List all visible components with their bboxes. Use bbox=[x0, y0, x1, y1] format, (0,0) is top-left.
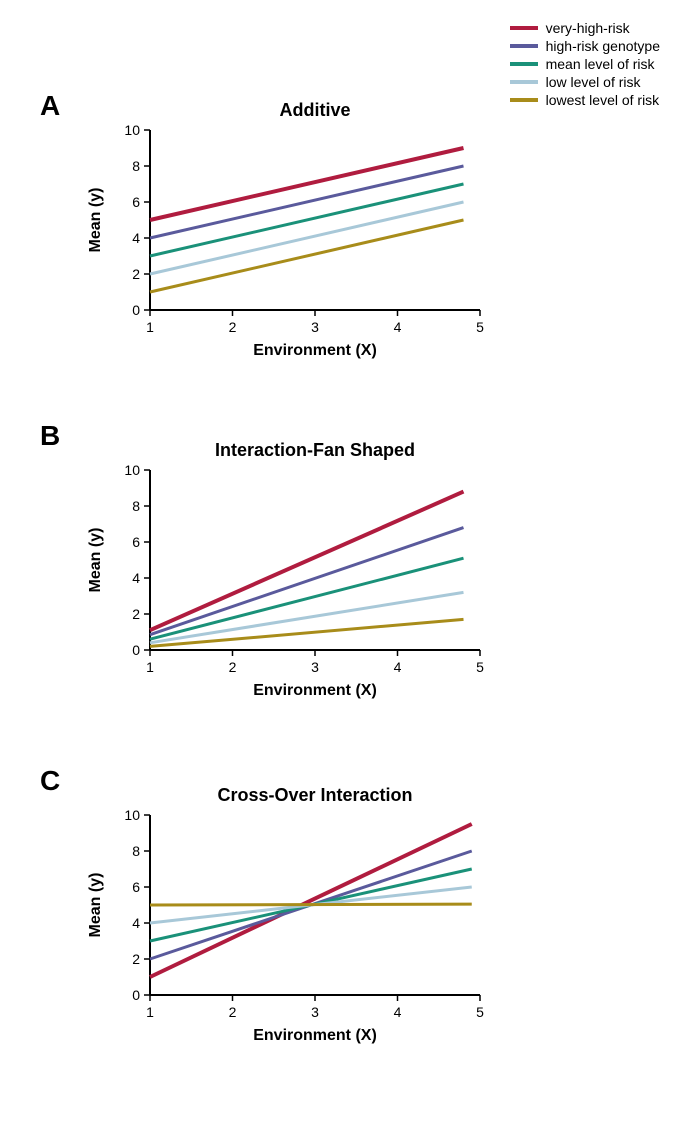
series-line bbox=[150, 492, 464, 631]
x-tick-label: 5 bbox=[476, 319, 484, 335]
legend-label: high-risk genotype bbox=[546, 38, 660, 54]
chart-svg: 024681012345Mean (y)Environment (X) bbox=[150, 130, 480, 310]
legend-item: very-high-risk bbox=[510, 20, 660, 36]
y-tick-label: 8 bbox=[132, 158, 140, 174]
series-line bbox=[150, 166, 464, 238]
y-tick-label: 2 bbox=[132, 951, 140, 967]
y-tick-label: 4 bbox=[132, 915, 140, 931]
chart-title: Interaction-Fan Shaped bbox=[165, 440, 465, 461]
y-tick-label: 0 bbox=[132, 642, 140, 658]
legend-label: low level of risk bbox=[546, 74, 641, 90]
x-tick-label: 1 bbox=[146, 1004, 154, 1020]
figure-root: very-high-risk high-risk genotype mean lev… bbox=[0, 0, 700, 1145]
y-axis-label: Mean (y) bbox=[87, 873, 104, 938]
x-tick-label: 1 bbox=[146, 659, 154, 675]
legend-swatch bbox=[510, 44, 538, 48]
y-tick-label: 10 bbox=[124, 122, 140, 138]
legend: very-high-risk high-risk genotype mean lev… bbox=[510, 20, 660, 110]
x-tick-label: 3 bbox=[311, 319, 319, 335]
legend-swatch bbox=[510, 98, 538, 102]
y-axis-label: Mean (y) bbox=[87, 528, 104, 593]
panel-label: A bbox=[40, 90, 60, 122]
y-tick-label: 10 bbox=[124, 462, 140, 478]
series-line bbox=[150, 184, 464, 256]
x-tick-label: 4 bbox=[394, 659, 402, 675]
series-line bbox=[150, 824, 472, 977]
x-tick-label: 2 bbox=[229, 319, 237, 335]
panel-label: B bbox=[40, 420, 60, 452]
y-tick-label: 8 bbox=[132, 843, 140, 859]
x-tick-label: 4 bbox=[394, 1004, 402, 1020]
chart-title: Additive bbox=[165, 100, 465, 121]
y-tick-label: 6 bbox=[132, 194, 140, 210]
x-tick-label: 5 bbox=[476, 659, 484, 675]
chart-svg: 024681012345Mean (y)Environment (X) bbox=[150, 470, 480, 650]
x-axis-label: Environment (X) bbox=[253, 682, 377, 699]
series-line bbox=[150, 148, 464, 220]
legend-item: low level of risk bbox=[510, 74, 660, 90]
x-tick-label: 5 bbox=[476, 1004, 484, 1020]
panel-label: C bbox=[40, 765, 60, 797]
legend-swatch bbox=[510, 26, 538, 30]
chart-title: Cross-Over Interaction bbox=[165, 785, 465, 806]
x-axis-label: Environment (X) bbox=[253, 342, 377, 359]
y-tick-label: 10 bbox=[124, 807, 140, 823]
y-axis-label: Mean (y) bbox=[87, 188, 104, 253]
series-line bbox=[150, 619, 464, 646]
x-axis-label: Environment (X) bbox=[253, 1027, 377, 1044]
legend-swatch bbox=[510, 62, 538, 66]
x-tick-label: 3 bbox=[311, 1004, 319, 1020]
series-line bbox=[150, 220, 464, 292]
y-tick-label: 4 bbox=[132, 230, 140, 246]
x-tick-label: 2 bbox=[229, 659, 237, 675]
y-tick-label: 0 bbox=[132, 302, 140, 318]
y-tick-label: 8 bbox=[132, 498, 140, 514]
legend-label: very-high-risk bbox=[546, 20, 630, 36]
legend-label: mean level of risk bbox=[546, 56, 655, 72]
series-line bbox=[150, 904, 472, 905]
series-line bbox=[150, 202, 464, 274]
x-tick-label: 4 bbox=[394, 319, 402, 335]
x-tick-label: 1 bbox=[146, 319, 154, 335]
legend-label: lowest level of risk bbox=[546, 92, 660, 108]
y-tick-label: 2 bbox=[132, 606, 140, 622]
y-tick-label: 2 bbox=[132, 266, 140, 282]
y-tick-label: 4 bbox=[132, 570, 140, 586]
y-tick-label: 0 bbox=[132, 987, 140, 1003]
y-tick-label: 6 bbox=[132, 879, 140, 895]
chart-svg: 024681012345Mean (y)Environment (X) bbox=[150, 815, 480, 995]
legend-item: lowest level of risk bbox=[510, 92, 660, 108]
y-tick-label: 6 bbox=[132, 534, 140, 550]
x-tick-label: 3 bbox=[311, 659, 319, 675]
legend-item: high-risk genotype bbox=[510, 38, 660, 54]
legend-swatch bbox=[510, 80, 538, 84]
x-tick-label: 2 bbox=[229, 1004, 237, 1020]
legend-item: mean level of risk bbox=[510, 56, 660, 72]
